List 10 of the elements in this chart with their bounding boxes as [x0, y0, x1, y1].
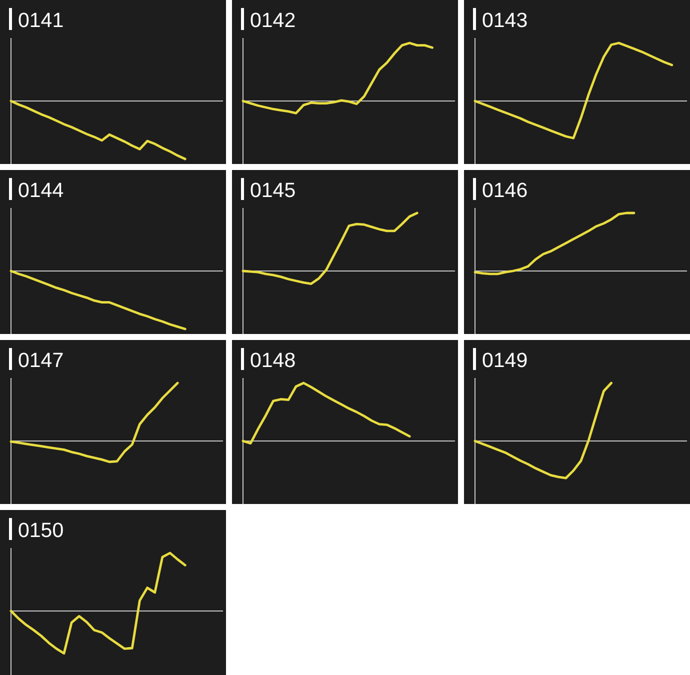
chart-title: 0142 [250, 9, 296, 32]
chart-title: 0148 [250, 349, 296, 372]
chart-title: 0147 [18, 349, 64, 372]
chart-title: 0143 [482, 9, 528, 32]
chart-title: 0144 [18, 179, 64, 202]
chart-title: 0149 [482, 349, 528, 372]
chart-title: 0145 [250, 179, 296, 202]
chart-title: 0150 [18, 519, 64, 542]
chart-title: 0146 [482, 179, 528, 202]
chart-title: 0141 [18, 9, 64, 32]
